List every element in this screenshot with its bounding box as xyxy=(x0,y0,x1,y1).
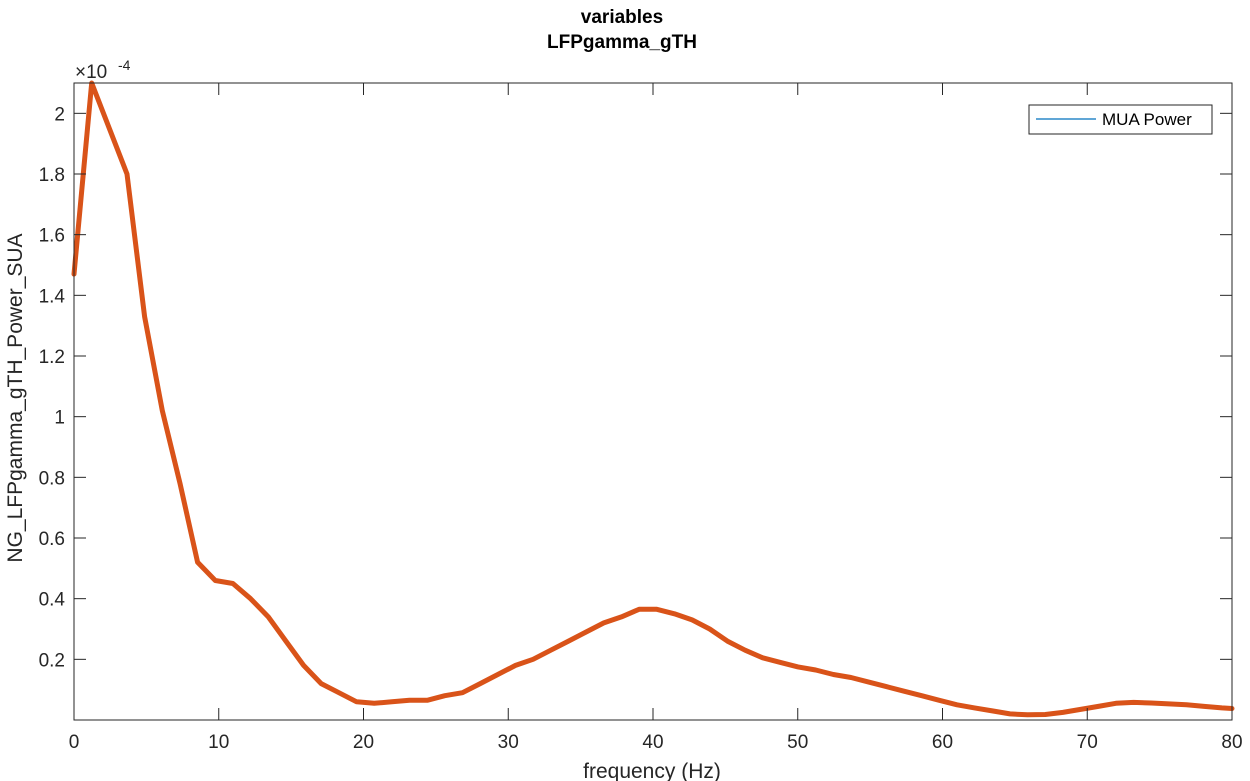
y-tick-label: 0.4 xyxy=(39,590,66,611)
y-exponent-base: ×10 xyxy=(75,62,107,83)
y-tick-labels: 0.2 0.4 0.6 0.8 1 1.2 1.4 1.6 1.8 2 xyxy=(39,104,66,671)
y-exponent-power: -4 xyxy=(118,57,131,73)
y-tick-label: 1.6 xyxy=(39,226,65,247)
y-tick-label: 0.6 xyxy=(39,529,65,550)
x-tick-label: 40 xyxy=(642,732,663,753)
y-tick-label: 0.8 xyxy=(39,468,65,489)
y-tick-label: 1.4 xyxy=(39,286,66,307)
chart-subtitle: LFPgamma_gTH xyxy=(547,32,697,53)
y-tick-label: 0.2 xyxy=(39,650,65,671)
x-tick-label: 30 xyxy=(498,732,519,753)
x-tick-label: 20 xyxy=(353,732,374,753)
y-tick-label: 1.2 xyxy=(39,347,65,368)
x-tick-labels: 0 10 20 30 40 50 60 70 80 xyxy=(69,732,1243,753)
plot-area xyxy=(74,83,1232,720)
legend-label-mua-power: MUA Power xyxy=(1102,110,1192,129)
series-layer xyxy=(71,80,1235,718)
x-tick-label: 80 xyxy=(1221,732,1242,753)
series-line-2 xyxy=(71,80,1235,718)
x-axis-label: frequency (Hz) xyxy=(583,760,721,781)
tick-marks xyxy=(73,83,1233,720)
chart-title: variables xyxy=(581,7,663,28)
x-tick-label: 70 xyxy=(1077,732,1098,753)
y-axis-label: NG_LFPgamma_gTH_Power_SUA xyxy=(4,233,27,562)
chart-titles: variables LFPgamma_gTH xyxy=(547,7,697,53)
x-tick-label: 50 xyxy=(787,732,808,753)
y-tick-label: 2 xyxy=(54,104,65,125)
x-tick-label: 10 xyxy=(208,732,229,753)
x-tick-label: 60 xyxy=(932,732,953,753)
plot-background xyxy=(74,83,1232,720)
y-axis-exponent: ×10 -4 xyxy=(75,57,131,83)
x-tick-label: 0 xyxy=(69,732,80,753)
y-tick-label: 1 xyxy=(54,408,65,429)
legend: MUA Power xyxy=(1028,104,1213,135)
y-tick-label: 1.8 xyxy=(39,165,65,186)
